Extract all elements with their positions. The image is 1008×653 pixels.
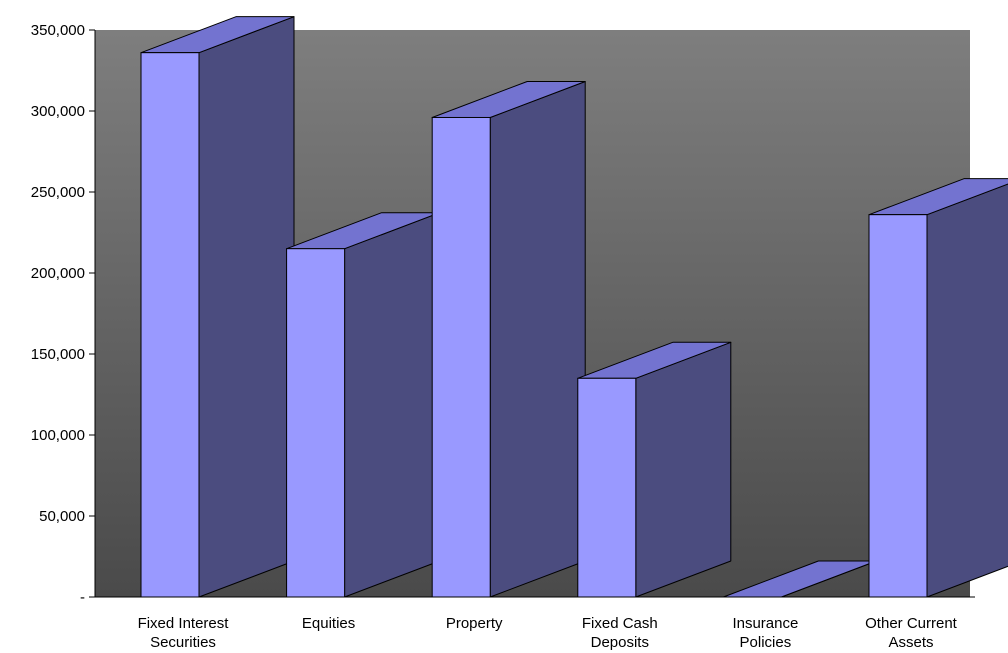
x-category-label: Fixed Cash bbox=[582, 615, 658, 632]
bar-side-face bbox=[344, 212, 441, 598]
bar-front-face bbox=[868, 214, 928, 598]
bar-front-face bbox=[286, 248, 346, 598]
bar-front-face bbox=[431, 116, 491, 598]
bar-side-face bbox=[635, 341, 732, 598]
x-category-label: Other Current bbox=[865, 615, 958, 632]
x-category-label: Equities bbox=[302, 615, 355, 632]
bar-front-face bbox=[577, 377, 637, 598]
y-tick-label: 300,000 bbox=[31, 103, 85, 120]
x-category-label: Deposits bbox=[591, 634, 649, 651]
x-category-label: Property bbox=[446, 615, 503, 632]
bar-series bbox=[140, 16, 1008, 598]
y-axis-ticks: - 50,000 100,000 150,000 200,000 250,000 300,0… bbox=[31, 22, 95, 606]
y-tick-label: 200,000 bbox=[31, 265, 85, 282]
bar bbox=[431, 80, 586, 598]
bar-side-face bbox=[926, 183, 1008, 598]
y-tick-label: 350,000 bbox=[31, 22, 85, 39]
y-tick-label: 50,000 bbox=[39, 508, 85, 525]
bar bbox=[140, 16, 295, 598]
y-tick-label: 250,000 bbox=[31, 184, 85, 201]
y-tick-label: 100,000 bbox=[31, 427, 85, 444]
y-tick-label: 150,000 bbox=[31, 346, 85, 363]
bar bbox=[577, 341, 732, 598]
bar bbox=[868, 178, 1008, 598]
bar-front-face bbox=[140, 52, 200, 598]
x-category-label: Policies bbox=[740, 634, 792, 651]
bar-side-face bbox=[198, 16, 295, 598]
x-category-label: Fixed Interest bbox=[138, 615, 230, 632]
x-category-label: Securities bbox=[150, 634, 216, 651]
x-axis-labels: Fixed Interest Securities Equities Property… bbox=[138, 615, 958, 651]
bar bbox=[286, 212, 441, 598]
bar-side-face bbox=[489, 80, 586, 598]
x-category-label: Insurance bbox=[732, 615, 798, 632]
x-category-label: Assets bbox=[888, 634, 933, 651]
y-tick-label: - bbox=[80, 589, 85, 606]
